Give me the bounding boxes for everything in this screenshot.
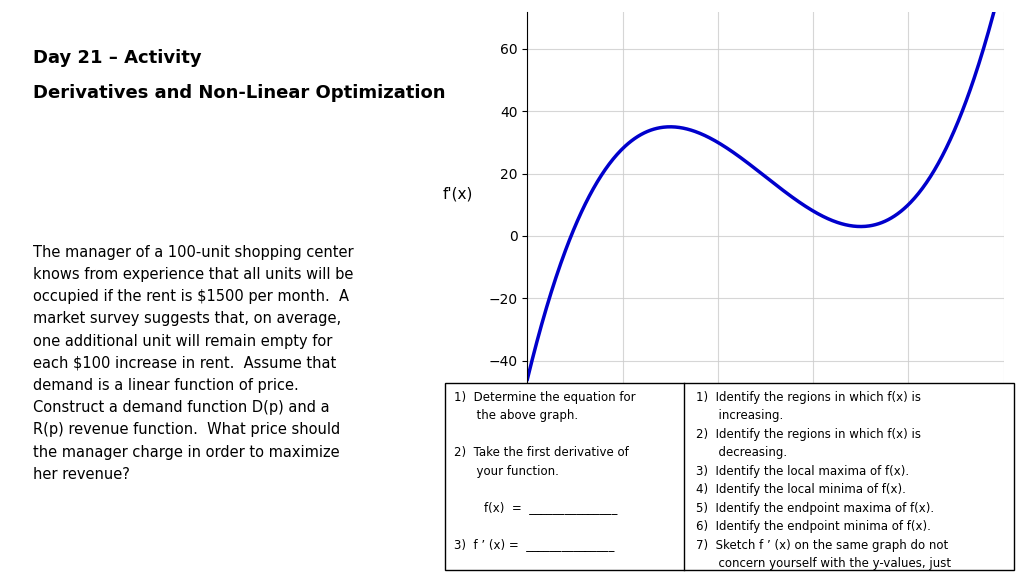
Text: 1)  Determine the equation for
      the above graph.

2)  Take the first deriva: 1) Determine the equation for the above … — [454, 391, 636, 576]
Text: The manager of a 100-unit shopping center
knows from experience that all units w: The manager of a 100-unit shopping cente… — [33, 245, 353, 482]
X-axis label: x: x — [761, 421, 770, 436]
Y-axis label: f'(x): f'(x) — [442, 187, 473, 202]
Text: Day 21 – Activity: Day 21 – Activity — [33, 49, 202, 67]
Text: Derivatives and Non-Linear Optimization: Derivatives and Non-Linear Optimization — [33, 84, 445, 101]
Text: 1)  Identify the regions in which f(x) is
      increasing.
2)  Identify the reg: 1) Identify the regions in which f(x) is… — [695, 391, 950, 576]
